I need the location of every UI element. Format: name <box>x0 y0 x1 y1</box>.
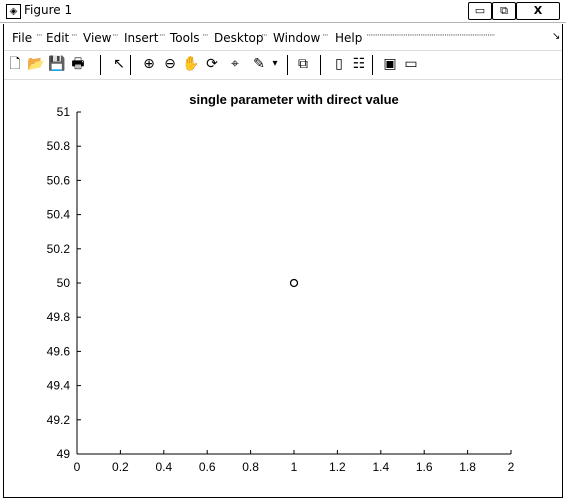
brush-icon[interactable]: ✎ <box>253 56 265 72</box>
plot-area: single parameter with direct value 49 49.… <box>47 92 515 474</box>
y-tick-label: 49 <box>57 447 71 461</box>
legend-icon[interactable]: ☷ <box>352 56 366 72</box>
data-cursor-icon[interactable]: ⌖ <box>231 56 239 72</box>
title-bar[interactable]: ◈ Figure 1 ▭ ⧉ X <box>0 0 566 23</box>
brush-dropdown-icon[interactable]: ▾ <box>272 58 278 69</box>
menu-separator: ··· <box>159 31 166 41</box>
menu-separator: ··· <box>112 31 119 41</box>
colorbar-icon[interactable]: ▯ <box>335 56 343 72</box>
toolbar-separator <box>320 55 321 75</box>
x-tick-label: 1.8 <box>459 460 476 474</box>
zoom-in-icon[interactable]: ⊕ <box>143 56 155 72</box>
menu-separator: ········································… <box>366 31 495 41</box>
dock-arrow-icon[interactable]: ↘ <box>552 31 561 42</box>
link-plot-icon[interactable]: ⧉ <box>298 56 308 72</box>
close-button[interactable]: X <box>516 2 560 20</box>
y-tick-label: 50 <box>57 276 71 290</box>
y-tick-label: 50.4 <box>47 208 71 222</box>
menu-view[interactable]: View <box>83 31 112 45</box>
print-icon[interactable]: 🖶 <box>71 56 85 72</box>
show-plot-tools-icon[interactable]: ▭ <box>404 56 418 72</box>
y-tick-label: 49.8 <box>47 310 71 324</box>
y-tick-label: 51 <box>57 105 71 119</box>
menu-separator: ··· <box>261 31 268 41</box>
figure-toolbar: 🗋 📂 💾 🖶 ↖ ⊕ ⊖ ✋ ⟳ ⌖ ✎ ▾ ⧉ ▯ ☷ ▣ ▭ <box>4 50 562 80</box>
data-point-marker <box>289 278 299 288</box>
menu-separator: ··· <box>322 31 329 41</box>
y-tick-label: 49.6 <box>47 344 71 358</box>
rotate-3d-icon[interactable]: ⟳ <box>206 56 218 72</box>
chart-title: single parameter with direct value <box>189 92 399 107</box>
menu-separator: ··· <box>36 31 43 41</box>
x-tick-label: 1.6 <box>416 460 433 474</box>
matlab-figure-icon: ◈ <box>6 4 21 19</box>
menu-separator: ··· <box>71 31 78 41</box>
toolbar-separator <box>130 55 131 75</box>
zoom-out-icon[interactable]: ⊖ <box>164 56 176 72</box>
open-file-icon[interactable]: 📂 <box>27 56 45 72</box>
menu-tools[interactable]: Tools <box>170 31 200 45</box>
window-title: Figure 1 <box>24 3 73 17</box>
y-tick-label: 49.2 <box>47 413 71 427</box>
y-tick-label: 50.8 <box>47 139 71 153</box>
menu-separator: ··· <box>202 31 209 41</box>
frame-border-right <box>562 24 563 498</box>
toolbar-separator <box>372 55 373 75</box>
x-tick-label: 2 <box>508 460 515 474</box>
x-tick-label: 0.4 <box>155 460 172 474</box>
menu-file[interactable]: File <box>12 31 33 45</box>
menu-insert[interactable]: Insert <box>124 31 159 45</box>
toolbar-separator <box>287 55 288 75</box>
minimize-button[interactable]: ▭ <box>468 2 492 20</box>
new-figure-icon[interactable]: 🗋 <box>9 56 21 72</box>
x-tick-label: 1.2 <box>329 460 346 474</box>
x-tick-label: 1 <box>291 460 298 474</box>
x-tick-label: 0.6 <box>199 460 216 474</box>
edit-plot-icon[interactable]: ↖ <box>113 56 125 72</box>
toolbar-separator <box>100 55 101 75</box>
y-tick-label: 49.4 <box>47 379 71 393</box>
menu-window[interactable]: Window <box>273 31 321 45</box>
x-tick-label: 1.4 <box>372 460 389 474</box>
menu-help[interactable]: Help <box>335 31 363 45</box>
y-tick-label: 50.2 <box>47 242 71 256</box>
menu-bar: File ··· Edit ··· View ··· Insert ··· To… <box>4 28 562 48</box>
x-tick-label: 0.2 <box>112 460 129 474</box>
frame-border-bottom <box>3 497 563 498</box>
frame-border-left <box>3 24 4 498</box>
pan-icon[interactable]: ✋ <box>182 56 200 72</box>
menu-edit[interactable]: Edit <box>46 31 70 45</box>
restore-button[interactable]: ⧉ <box>492 2 516 20</box>
hide-plot-tools-icon[interactable]: ▣ <box>383 56 397 72</box>
save-icon[interactable]: 💾 <box>48 56 66 72</box>
menu-desktop[interactable]: Desktop <box>214 31 264 45</box>
x-tick-label: 0 <box>74 460 81 474</box>
axes-box[interactable] <box>77 112 511 454</box>
x-tick-label: 0.8 <box>242 460 259 474</box>
y-tick-label: 50.6 <box>47 173 71 187</box>
